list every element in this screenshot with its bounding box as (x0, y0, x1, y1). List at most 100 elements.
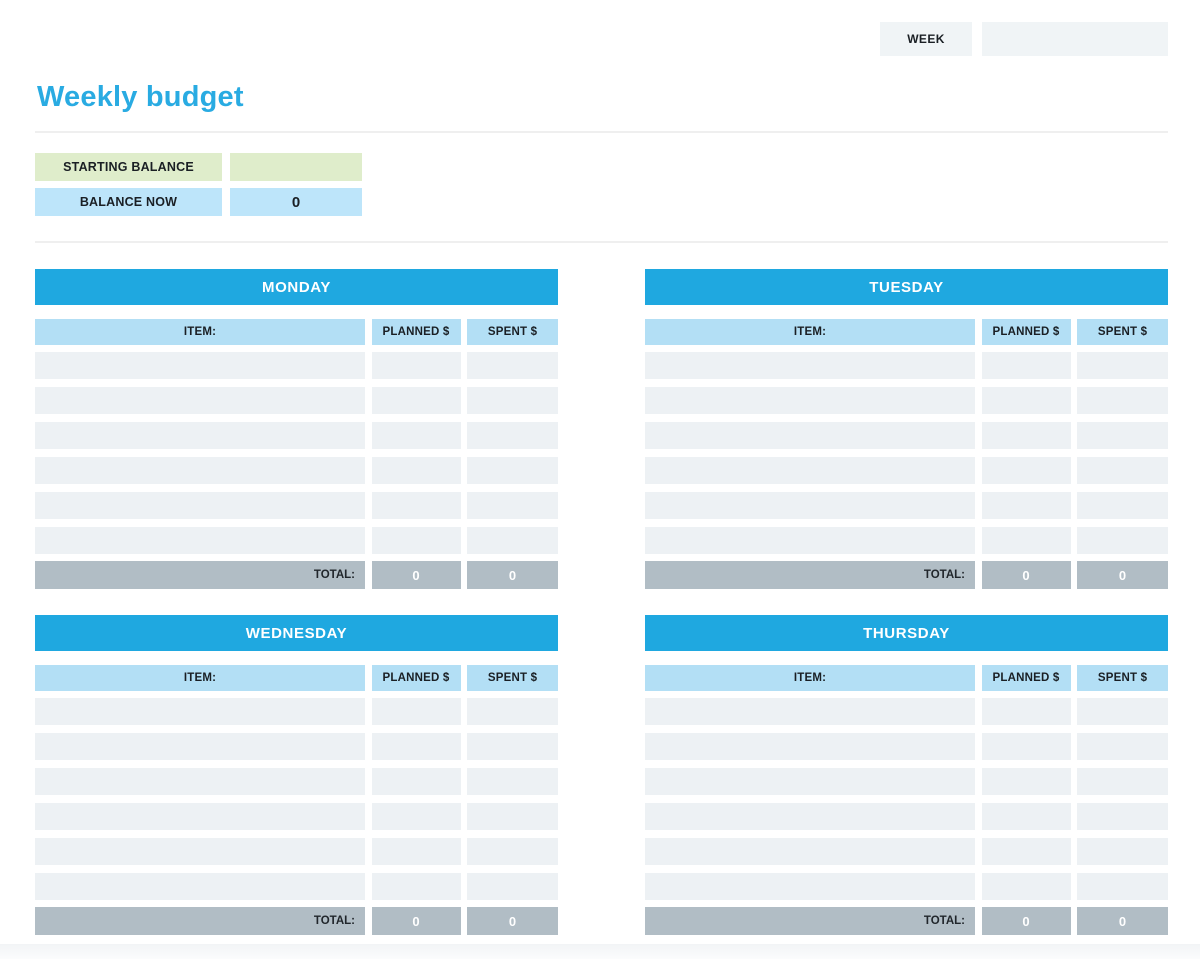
week-value-cell[interactable] (982, 22, 1168, 56)
spent-cell[interactable] (1077, 733, 1168, 760)
day-rows (645, 352, 1168, 554)
planned-cell[interactable] (371, 838, 461, 865)
planned-cell[interactable] (371, 698, 461, 725)
planned-cell[interactable] (981, 492, 1071, 519)
item-cell[interactable] (645, 873, 975, 900)
table-row (645, 698, 1168, 725)
day-header: WEDNESDAY (35, 615, 558, 651)
day-title: TUESDAY (869, 278, 944, 296)
planned-cell[interactable] (371, 768, 461, 795)
week-label-text: WEEK (907, 32, 945, 46)
item-cell[interactable] (645, 698, 975, 725)
item-cell[interactable] (35, 803, 365, 830)
item-cell[interactable] (35, 698, 365, 725)
spent-cell[interactable] (1077, 698, 1168, 725)
spent-cell[interactable] (467, 733, 558, 760)
item-cell[interactable] (35, 457, 365, 484)
item-cell[interactable] (645, 733, 975, 760)
item-cell[interactable] (35, 733, 365, 760)
item-cell[interactable] (645, 422, 975, 449)
spent-cell[interactable] (467, 803, 558, 830)
planned-cell[interactable] (371, 422, 461, 449)
item-cell[interactable] (35, 873, 365, 900)
planned-cell[interactable] (981, 422, 1071, 449)
table-row (645, 768, 1168, 795)
item-cell[interactable] (645, 768, 975, 795)
day-table: TUESDAY ITEM: PLANNED $ SPENT $ (645, 269, 1168, 589)
starting-balance-value-cell[interactable] (230, 153, 362, 181)
spent-cell[interactable] (1077, 803, 1168, 830)
spent-cell[interactable] (1077, 527, 1168, 554)
planned-cell[interactable] (371, 457, 461, 484)
table-row (645, 492, 1168, 519)
spent-cell[interactable] (467, 387, 558, 414)
planned-cell[interactable] (371, 492, 461, 519)
spent-cell[interactable] (1077, 492, 1168, 519)
item-cell[interactable] (645, 527, 975, 554)
table-row (35, 768, 558, 795)
spent-cell[interactable] (467, 838, 558, 865)
spent-cell[interactable] (1077, 457, 1168, 484)
total-spent: 0 (1077, 907, 1168, 935)
planned-cell[interactable] (981, 352, 1071, 379)
column-headers: ITEM: PLANNED $ SPENT $ (645, 319, 1168, 345)
spent-cell[interactable] (467, 422, 558, 449)
item-cell[interactable] (35, 768, 365, 795)
item-cell[interactable] (645, 352, 975, 379)
col-head-item: ITEM: (35, 319, 365, 345)
spent-cell[interactable] (1077, 838, 1168, 865)
planned-cell[interactable] (371, 733, 461, 760)
planned-cell[interactable] (981, 527, 1071, 554)
item-cell[interactable] (35, 387, 365, 414)
item-cell[interactable] (645, 838, 975, 865)
planned-cell[interactable] (371, 803, 461, 830)
planned-cell[interactable] (371, 387, 461, 414)
balance-now-value-cell: 0 (230, 188, 362, 216)
day-rows (35, 698, 558, 900)
table-row (35, 457, 558, 484)
planned-cell[interactable] (981, 387, 1071, 414)
total-spent: 0 (467, 561, 558, 589)
day-tables-grid: MONDAY ITEM: PLANNED $ SPENT $ (35, 269, 1168, 935)
item-cell[interactable] (35, 838, 365, 865)
spent-cell[interactable] (467, 527, 558, 554)
planned-cell[interactable] (981, 733, 1071, 760)
planned-cell[interactable] (371, 873, 461, 900)
item-cell[interactable] (35, 352, 365, 379)
item-cell[interactable] (35, 492, 365, 519)
planned-cell[interactable] (371, 527, 461, 554)
item-cell[interactable] (645, 803, 975, 830)
spent-cell[interactable] (467, 352, 558, 379)
item-cell[interactable] (35, 422, 365, 449)
planned-cell[interactable] (981, 838, 1071, 865)
col-head-planned: PLANNED $ (371, 319, 461, 345)
spent-cell[interactable] (1077, 387, 1168, 414)
col-head-planned: PLANNED $ (371, 665, 461, 691)
planned-cell[interactable] (981, 873, 1071, 900)
planned-cell[interactable] (981, 768, 1071, 795)
spent-cell[interactable] (467, 492, 558, 519)
divider-top (35, 131, 1168, 133)
table-row (645, 838, 1168, 865)
spent-cell[interactable] (467, 457, 558, 484)
spent-cell[interactable] (467, 873, 558, 900)
planned-cell[interactable] (371, 352, 461, 379)
item-cell[interactable] (645, 492, 975, 519)
planned-cell[interactable] (981, 803, 1071, 830)
spent-cell[interactable] (1077, 873, 1168, 900)
spent-cell[interactable] (1077, 422, 1168, 449)
table-row (35, 492, 558, 519)
planned-cell[interactable] (981, 457, 1071, 484)
table-row (35, 873, 558, 900)
spent-cell[interactable] (467, 768, 558, 795)
item-cell[interactable] (35, 527, 365, 554)
spent-cell[interactable] (467, 698, 558, 725)
spent-cell[interactable] (1077, 352, 1168, 379)
table-row (35, 838, 558, 865)
spent-cell[interactable] (1077, 768, 1168, 795)
item-cell[interactable] (645, 387, 975, 414)
planned-cell[interactable] (981, 698, 1071, 725)
item-cell[interactable] (645, 457, 975, 484)
total-planned: 0 (981, 561, 1071, 589)
starting-balance-row: STARTING BALANCE (35, 153, 1200, 181)
